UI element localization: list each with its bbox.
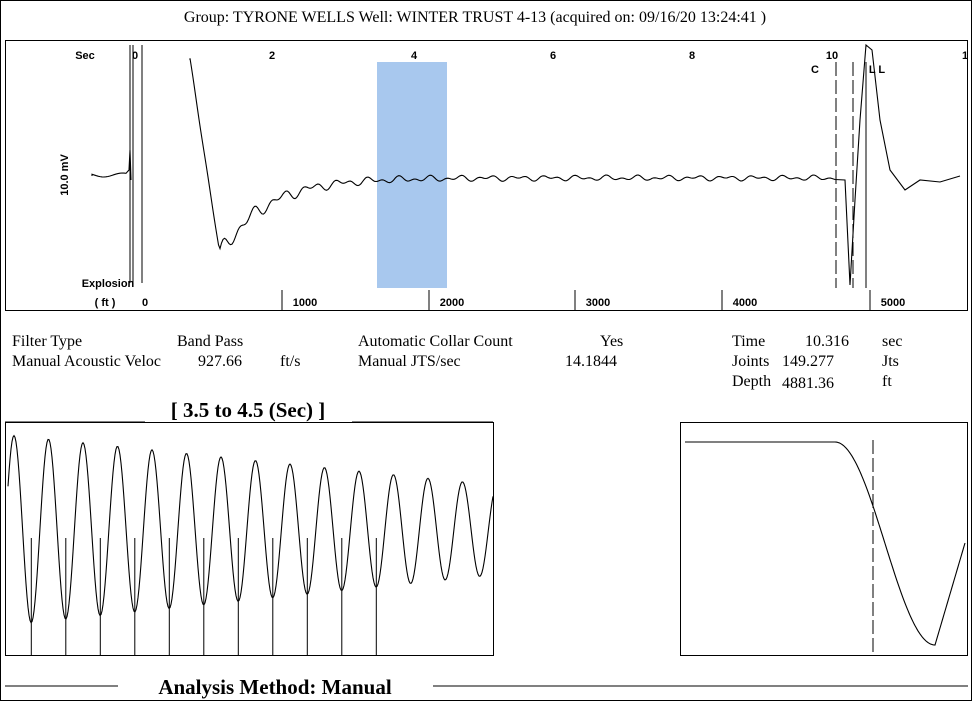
info-value: 149.277 [782, 353, 834, 370]
info-unit: ft/s [280, 353, 300, 370]
acoustic-trace [91, 43, 961, 286]
time-tick-label: 8 [689, 50, 695, 62]
window-frame [5, 422, 494, 656]
info-label: Manual Acoustic Veloc [12, 353, 161, 370]
info-label: Filter Type [12, 333, 82, 350]
trace-layer [91, 43, 961, 288]
filter-frame [680, 422, 968, 656]
info-value: 14.1844 [565, 353, 617, 370]
info-value: 10.316 [805, 333, 849, 350]
selection-window[interactable] [377, 62, 447, 288]
window-title: [ 3.5 to 4.5 (Sec) ] [171, 398, 326, 422]
depth-tick-label: 5000 [881, 297, 905, 309]
marker: C [811, 64, 819, 76]
trace-frame [5, 40, 968, 311]
info-label: Depth [732, 373, 771, 390]
amplitude-label: 10.0 mV [59, 154, 71, 196]
depth-tick-label: 3000 [586, 297, 610, 309]
info-unit: ft [882, 373, 892, 390]
info-label: Automatic Collar Count [358, 333, 513, 350]
analysis-method: Analysis Method: Manual [158, 675, 392, 699]
depth-tick-label: 2000 [440, 297, 464, 309]
info-value: Band Pass [177, 333, 243, 350]
header-title: Group: TYRONE WELLS Well: WINTER TRUST 4… [184, 9, 766, 26]
time-tick-label: 6 [550, 50, 556, 62]
depth-tick-label: 4000 [733, 297, 757, 309]
info-panel: Filter Type Band Pass Manual Acoustic Ve… [12, 333, 902, 392]
info-value: 927.66 [198, 353, 242, 370]
depth-tick-label: 0 [142, 297, 148, 309]
time-tick-label: 2 [269, 50, 275, 62]
info-unit: sec [882, 333, 902, 350]
info-label: Time [732, 333, 765, 350]
time-tick-label: 10 [826, 50, 838, 62]
info-value: Yes [600, 333, 623, 350]
marker: L L [869, 64, 886, 76]
window-wave [7, 434, 494, 624]
time-tick-label: 1 [962, 50, 968, 62]
filter-response [685, 441, 966, 646]
time-tick-label: 0 [132, 50, 138, 62]
info-unit: Jts [882, 353, 899, 370]
depth-unit: ( ft ) [95, 297, 116, 309]
info-label: Manual JTS/sec [358, 353, 461, 370]
info-value: 4881.36 [782, 375, 834, 392]
start-label: Explosion [82, 278, 135, 290]
time-tick-label: 4 [411, 50, 418, 62]
time-unit: Sec [75, 50, 95, 62]
info-label: Joints [732, 353, 769, 370]
depth-tick-label: 1000 [293, 297, 317, 309]
